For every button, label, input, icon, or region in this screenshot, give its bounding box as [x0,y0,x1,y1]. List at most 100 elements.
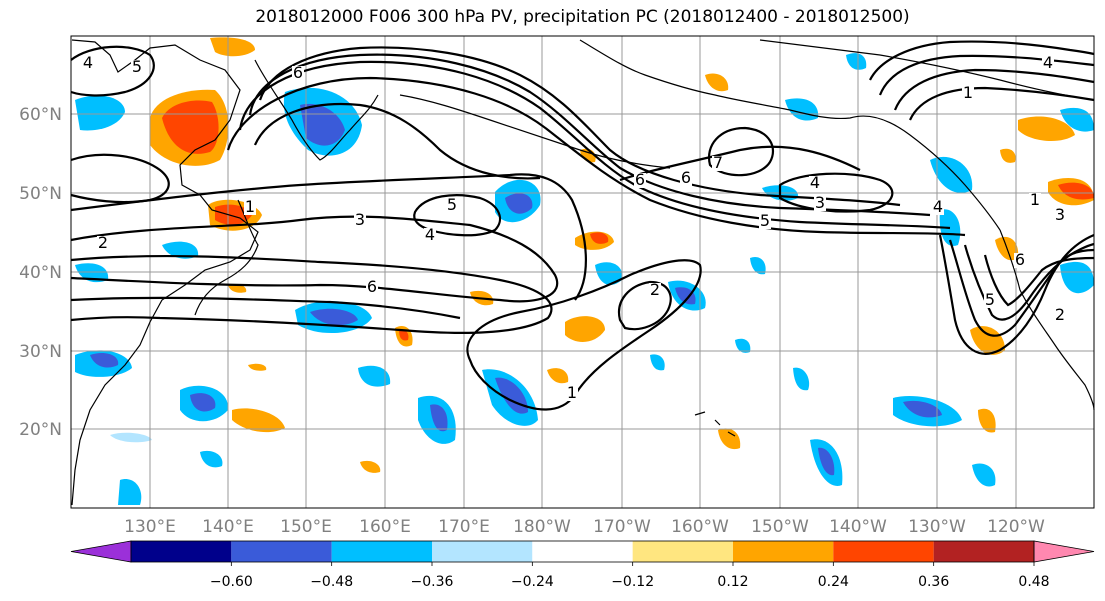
contour-label-bg [446,198,458,213]
contour-label-bg [814,196,826,211]
contour-label: 1 [567,383,577,402]
map-title: 2018012000 F006 300 hPa PV, precipitatio… [255,7,910,27]
contour-label-bg [244,200,256,215]
longitude-label: 130°W [908,517,966,537]
contour-label: 5 [760,211,770,230]
contour-label-bg [366,280,378,295]
coastline-hawaii [694,411,736,437]
colorbar-tick-label: 0.48 [1018,574,1049,590]
precip-neg-area [903,400,942,418]
contour-label-bg [759,214,771,229]
contour-label-bg [566,386,578,401]
precip-neg-area [90,353,119,368]
colorbar-segment [532,541,633,562]
contour-label-bg [984,293,996,308]
precip-neg-area [930,156,973,193]
pv-contour [878,54,1095,96]
precip-pos-area [228,283,247,293]
precip-pos-area [978,408,996,433]
colorbar-tick-label: −0.12 [611,574,654,590]
latitude-label: 40°N [19,263,62,283]
contour-label-bg [131,60,143,75]
precip-pos-area [210,37,255,57]
pv-contour [466,259,702,411]
contour-label: 6 [1015,250,1025,269]
longitude-label: 150°W [751,517,809,537]
pv-contour [70,296,461,320]
colorbar-extend-high [1033,540,1095,563]
pv-contour [893,68,1095,111]
colorbar-segment [933,541,1034,562]
pv-contour [238,60,951,230]
precip-neg-area [595,262,623,285]
precip-pos-area [399,329,409,341]
colorbar-segment [131,541,232,562]
colorbar-tick-label: 0.12 [717,574,748,590]
contour-label: 6 [293,63,303,82]
precip-pos-area [1000,148,1016,163]
precip-pos-area [232,408,285,433]
pv-contour [226,76,966,237]
contour-label: 6 [635,170,645,189]
pv-contour [908,86,1095,121]
colorbar-tick-label: 0.36 [918,574,949,590]
precip-pos-area [565,316,605,342]
longitude-label: 130°E [124,517,176,537]
contour-label-bg [809,176,821,191]
pv-contour [70,173,587,301]
colorbar-tick-label: −0.60 [210,574,253,590]
contour-label: 2 [1055,305,1065,324]
map-gridlines [71,36,1094,508]
pv-contour [70,153,170,204]
precip-neg-area [162,241,199,259]
pv-contour [258,46,901,207]
contour-label: 7 [713,153,723,172]
precip-neg-area [793,367,810,391]
colorbar-tick-labels: −0.60 −0.48 −0.36 −0.24 −0.12 0.12 0.24 0.36 0.4… [210,562,1050,590]
contour-label-bg [680,171,692,186]
contour-label: 4 [83,53,93,72]
contour-label-bg [1042,56,1054,71]
contour-label: 4 [810,173,820,192]
pv-contour [963,244,1095,321]
longitude-label: 170°E [438,517,490,537]
latitude-label: 30°N [19,342,62,362]
map-frame [70,35,1095,509]
contour-label: 2 [650,280,660,299]
precip-neg-area [750,256,766,275]
latitude-label: 60°N [19,105,62,125]
coastline-northamerica [999,229,1095,411]
coastline-japan [194,199,259,316]
colorbar-tick-label: −0.48 [310,574,353,590]
precip-pos-area [718,428,741,450]
precip-neg-area [505,193,533,214]
pv-contour [983,254,1095,307]
colorbar-segment [733,541,834,562]
coastline-canada [759,39,1095,101]
colorbar-extend-low [70,540,132,563]
pv-contour [253,103,541,180]
pv-contour [70,215,559,303]
contour-label-bg [1014,253,1026,268]
pv-contour [869,40,1095,81]
longitude-label: 150°E [280,517,332,537]
longitude-label: 170°W [593,517,651,537]
contour-label-bg [932,200,944,215]
contour-label-bg [1054,208,1066,223]
precip-neg-area [1060,261,1094,294]
precip-neg-area [75,95,125,131]
precip-pos-area [360,460,381,473]
longitude-label: 120°W [987,517,1045,537]
latitude-label: 20°N [19,420,62,440]
precip-neg-area [735,338,751,353]
colorbar-frame [130,540,1035,563]
contour-label: 4 [425,225,435,244]
precip-neg-area [118,479,142,505]
longitude-label: 160°E [359,517,411,537]
colorbar-segment [833,541,934,562]
contour-label-bg [712,156,724,171]
precip-pos-area [705,73,729,92]
precip-pos-area [1018,116,1075,142]
colorbar-segment [632,541,733,562]
longitude-label: 180°W [513,517,571,537]
